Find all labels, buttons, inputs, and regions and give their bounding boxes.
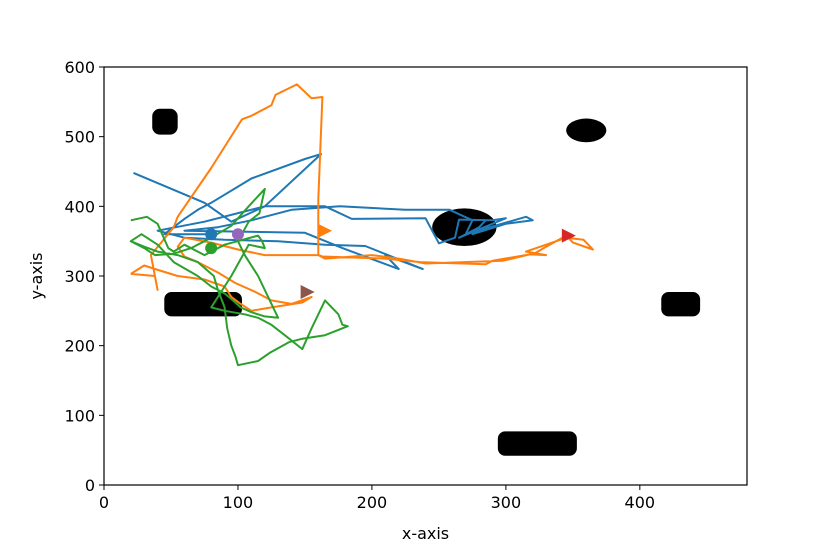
obstacle-block: [152, 108, 178, 135]
y-tick-label: 500: [64, 128, 95, 147]
trajectory-line-2: [130, 83, 594, 312]
trajectory-line-3: [129, 187, 349, 367]
obstacle-ellipse: [566, 118, 607, 143]
start-marker: [231, 228, 244, 241]
y-tick-label: 100: [64, 406, 95, 425]
markers-layer: [205, 223, 576, 300]
start-marker: [205, 242, 218, 255]
y-tick-label: 0: [85, 476, 95, 495]
y-tick-label: 400: [64, 197, 95, 216]
obstacle-ellipse: [432, 208, 497, 247]
y-axis-label: y-axis: [27, 252, 46, 299]
x-tick-label: 100: [223, 493, 254, 512]
series-layer: [129, 83, 594, 367]
obstacle-block: [497, 431, 577, 456]
y-tick-label: 600: [64, 58, 95, 77]
obstacle-block: [661, 292, 701, 317]
x-tick-label: 200: [357, 493, 388, 512]
plot-area: [129, 83, 701, 456]
x-tick-label: 400: [625, 493, 656, 512]
y-tick-label: 200: [64, 337, 95, 356]
x-axis-label: x-axis: [402, 524, 449, 543]
x-axis-ticks: 0 100 200 300 400: [99, 485, 655, 512]
x-tick-label: 300: [491, 493, 522, 512]
end-marker: [561, 228, 576, 243]
y-tick-label: 300: [64, 267, 95, 286]
end-marker: [318, 223, 333, 238]
start-marker: [205, 228, 218, 241]
trajectory-line-1: [133, 153, 534, 270]
x-tick-label: 0: [99, 493, 109, 512]
y-axis-ticks: 0 100 200 300 400 500 600: [64, 58, 104, 495]
end-marker: [300, 285, 315, 300]
obstacles-layer: [152, 108, 701, 456]
